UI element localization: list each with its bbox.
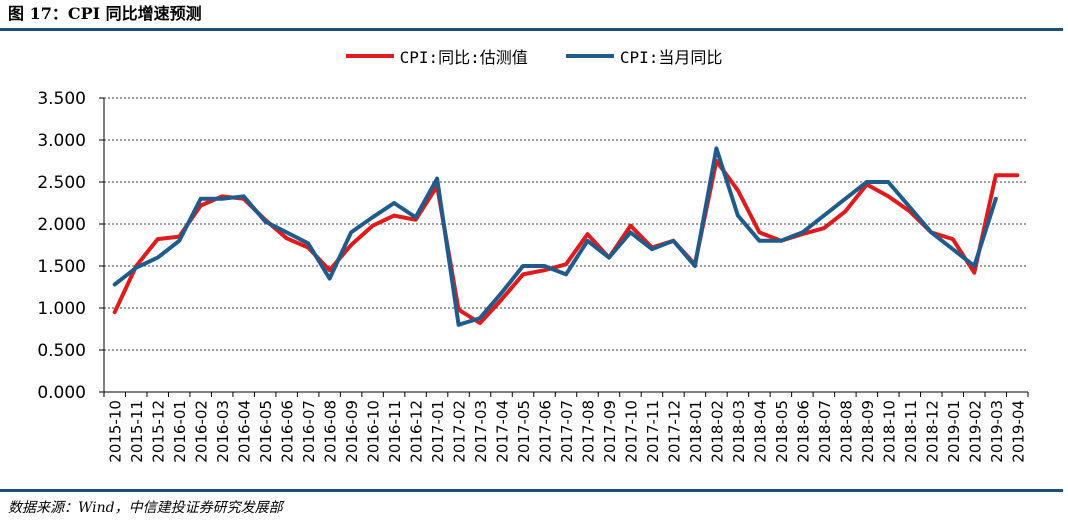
legend-item-actual: CPI:当月同比: [565, 44, 723, 68]
x-tick-label: 2018-08: [837, 400, 855, 463]
series-line-estimate: [112, 159, 1020, 326]
x-tick-label: 2018-10: [880, 400, 898, 463]
x-tick-label: 2018-07: [816, 400, 834, 463]
x-tick-label: 2016-01: [171, 400, 189, 463]
x-tick-label: 2018-09: [859, 400, 877, 463]
x-tick-label: 2015-10: [107, 400, 125, 463]
x-tick-label: 2015-11: [128, 400, 146, 463]
x-tick-label: 2017-06: [537, 400, 555, 463]
x-tick-label: 2017-11: [644, 400, 662, 463]
y-tick-label: 1.500: [37, 257, 86, 277]
bottom-rule: [0, 489, 1063, 492]
x-tick-label: 2018-12: [923, 400, 941, 463]
x-tick-label: 2017-08: [579, 400, 597, 463]
source-note: 数据来源：Wind，中信建投证券研究发展部: [8, 500, 283, 516]
x-tick-label: 2017-02: [451, 400, 469, 463]
x-tick-label: 2016-06: [279, 400, 297, 463]
y-tick-label: 3.500: [37, 89, 86, 109]
y-tick-label: 3.000: [37, 131, 86, 151]
x-tick-label: 2019-02: [966, 400, 984, 463]
x-tick-label: 2015-12: [150, 400, 168, 463]
legend-item-estimate: CPI:同比:估测值: [345, 44, 528, 68]
x-tick-label: 2018-02: [708, 400, 726, 463]
x-tick-label: 2017-07: [558, 400, 576, 463]
figure-title: 图 17：CPI 同比增速预测: [8, 4, 202, 23]
y-tick-label: 2.000: [37, 215, 86, 235]
series-line-actual: [112, 146, 998, 327]
x-tick-label: 2019-04: [1009, 400, 1027, 463]
x-tick-label: 2017-04: [494, 400, 512, 463]
x-tick-label: 2017-01: [429, 400, 447, 463]
x-tick-label: 2017-09: [601, 400, 619, 463]
x-tick-label: 2016-05: [257, 400, 275, 463]
x-tick-label: 2018-04: [751, 400, 769, 463]
x-tick-label: 2017-03: [472, 400, 490, 463]
x-tick-label: 2016-02: [193, 400, 211, 463]
y-tick-label: 0.000: [37, 383, 86, 403]
x-tick-label: 2016-04: [236, 400, 254, 463]
x-tick-label: 2017-10: [622, 400, 640, 463]
x-tick-label: 2016-10: [365, 400, 383, 463]
legend-label-estimate: CPI:同比:估测值: [399, 48, 528, 67]
x-tick-label: 2016-03: [214, 400, 232, 463]
y-tick-label: 1.000: [37, 299, 86, 319]
legend-swatch-estimate: [345, 54, 394, 58]
x-tick-label: 2018-11: [902, 400, 920, 463]
legend: CPI:同比:估测值 CPI:当月同比: [0, 44, 1068, 68]
x-tick-label: 2018-05: [773, 400, 791, 463]
x-tick-label: 2019-01: [945, 400, 963, 463]
x-tick-label: 2016-08: [322, 400, 340, 463]
x-tick-label: 2016-07: [300, 400, 318, 463]
x-tick-label: 2017-12: [665, 400, 683, 463]
legend-label-actual: CPI:当月同比: [619, 48, 723, 67]
x-tick-label: 2016-12: [408, 400, 426, 463]
y-tick-label: 2.500: [37, 173, 86, 193]
x-tick-label: 2018-01: [687, 400, 705, 463]
top-rule: [0, 28, 1063, 31]
x-tick-label: 2019-03: [988, 400, 1006, 463]
x-tick-label: 2018-03: [730, 400, 748, 463]
x-tick-label: 2016-09: [343, 400, 361, 463]
y-tick-label: 0.500: [37, 341, 86, 361]
legend-swatch-actual: [565, 54, 614, 58]
line-chart: 0.000 0.500 1.000 1.500 2.000 2.500 3.000 3.500…: [37, 89, 1029, 463]
x-tick-label: 2017-05: [515, 400, 533, 463]
x-tick-label: 2016-11: [386, 400, 404, 463]
x-tick-label: 2018-06: [794, 400, 812, 463]
